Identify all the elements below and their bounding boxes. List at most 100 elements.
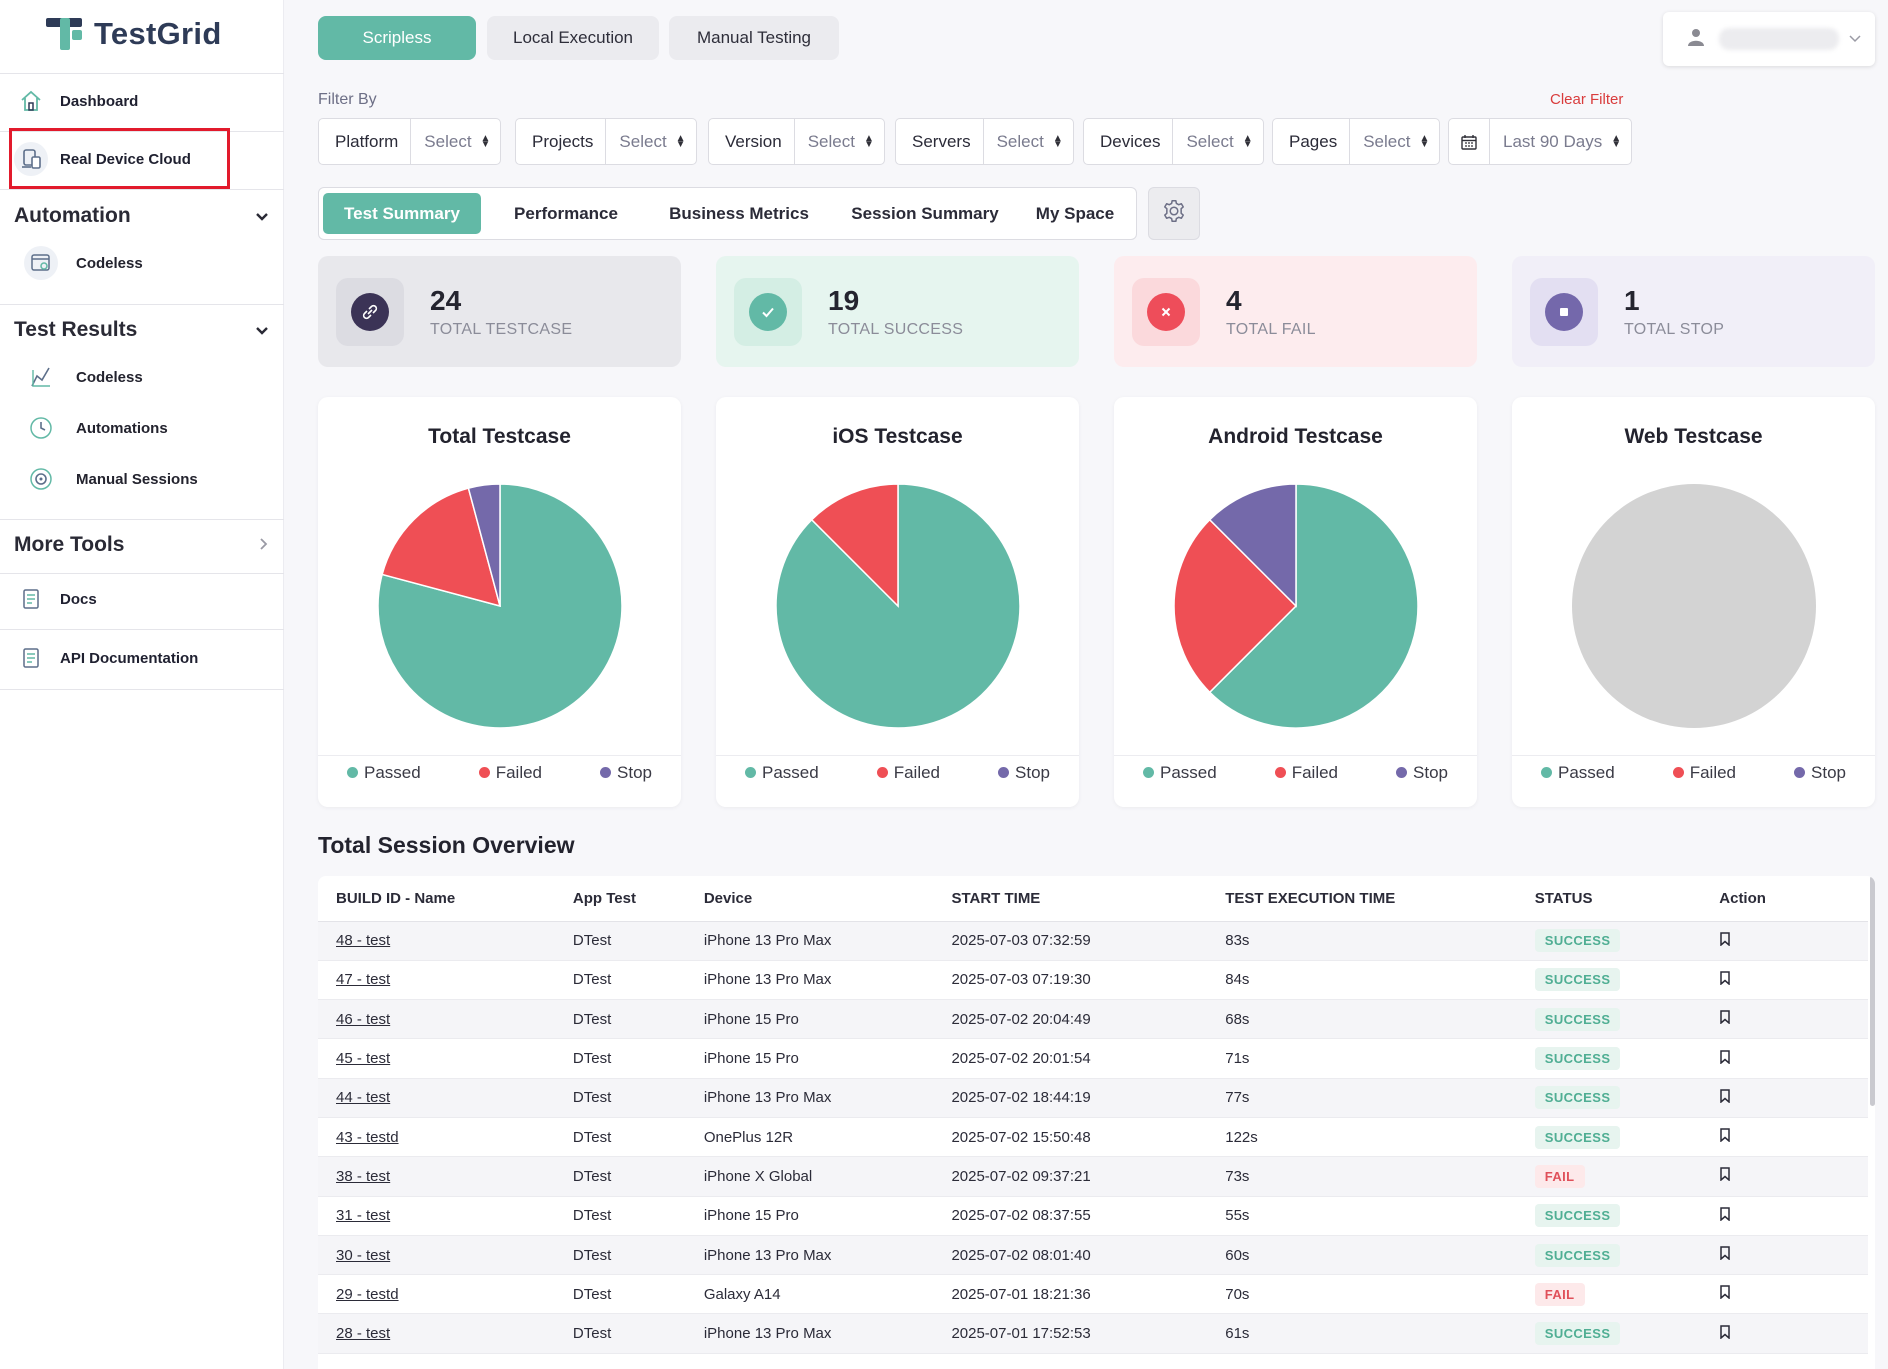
filter-select[interactable]: Select ▲ ▼	[424, 131, 491, 151]
filter-servers[interactable]: Servers Select ▲ ▼	[895, 118, 1074, 165]
column-header[interactable]: TEST EXECUTION TIME	[1207, 876, 1517, 922]
table-row[interactable]: 30 - test DTest iPhone 13 Pro Max 2025-07-0…	[318, 1235, 1868, 1276]
build-link[interactable]: 38 - test	[336, 1167, 391, 1185]
filter-version[interactable]: Version Select ▲ ▼	[708, 118, 885, 165]
bookmark-icon[interactable]	[1719, 1010, 1731, 1028]
build-link[interactable]: 45 - test	[336, 1050, 391, 1068]
filter-select[interactable]: Select ▲ ▼	[1363, 131, 1430, 151]
table-scrollbar[interactable]	[1870, 876, 1875, 1106]
filter-pages[interactable]: Pages Select ▲ ▼	[1272, 118, 1441, 165]
table-row[interactable]: 38 - test DTest iPhone X Global 2025-07-02 …	[318, 1156, 1868, 1197]
filter-select[interactable]: Last 90 Days ▲ ▼	[1503, 131, 1622, 151]
tab-business-metrics[interactable]: Business Metrics	[669, 203, 809, 223]
pie-slice-failed[interactable]	[810, 483, 899, 608]
column-header[interactable]: App Test	[554, 876, 686, 922]
filter-platform[interactable]: Platform Select ▲ ▼	[318, 118, 502, 165]
bookmark-icon[interactable]	[1719, 971, 1731, 989]
filter-select[interactable]: Select ▲ ▼	[619, 131, 686, 151]
filter-date-range[interactable]: Last 90 Days ▲ ▼	[1448, 118, 1633, 165]
filter-devices[interactable]: Devices Select ▲ ▼	[1083, 118, 1264, 165]
table-row[interactable]: 48 - test DTest iPhone 13 Pro Max 2025-07-0…	[318, 921, 1868, 961]
sidebar-item-automations[interactable]: Automations	[24, 411, 168, 445]
tab-manual-testing[interactable]: Manual Testing	[669, 16, 839, 60]
build-link[interactable]: 46 - test	[336, 1010, 391, 1028]
legend-item-passed[interactable]: Passed	[1143, 763, 1217, 783]
section-test-results[interactable]: Test Results	[14, 318, 269, 342]
column-header[interactable]: Device	[685, 876, 934, 922]
filter-projects[interactable]: Projects Select ▲ ▼	[515, 118, 697, 165]
tab-my-space[interactable]: My Space	[1035, 203, 1115, 223]
tab-local-execution[interactable]: Local Execution	[487, 16, 659, 60]
bookmark-icon[interactable]	[1719, 1049, 1731, 1068]
legend-item-passed[interactable]: Passed	[1541, 763, 1615, 783]
build-link[interactable]: 48 - test	[336, 932, 391, 950]
column-header[interactable]: START TIME	[933, 876, 1208, 922]
table-row[interactable]: 47 - test DTest iPhone 13 Pro Max 2025-07-0…	[318, 960, 1868, 1001]
settings-button[interactable]	[1148, 187, 1200, 240]
table-row[interactable]: 46 - test DTest iPhone 15 Pro 2025-07-02 20…	[318, 999, 1868, 1040]
bookmark-icon[interactable]	[1719, 1324, 1731, 1343]
pie-slice-failed[interactable]	[381, 487, 502, 608]
table-row[interactable]: 31 - test DTest iPhone 15 Pro 2025-07-02 08…	[318, 1196, 1868, 1236]
legend-item-passed[interactable]: Passed	[745, 763, 819, 783]
build-link[interactable]: 30 - test	[336, 1246, 391, 1264]
bookmark-icon[interactable]	[1719, 931, 1731, 950]
build-link[interactable]: 44 - test	[336, 1089, 391, 1107]
tab-session-summary[interactable]: Session Summary	[851, 203, 999, 223]
legend-item-failed[interactable]: Failed	[876, 763, 940, 783]
table-row[interactable]: 45 - test DTest iPhone 15 Pro 2025-07-02 20…	[318, 1038, 1868, 1079]
filter-select[interactable]: Select ▲ ▼	[1186, 131, 1253, 151]
pie-chart[interactable]	[1171, 481, 1421, 731]
pie-slice-stop[interactable]	[1208, 483, 1297, 608]
bookmark-icon[interactable]	[1719, 1246, 1731, 1264]
tab-test-summary[interactable]: Test Summary	[323, 193, 481, 234]
legend-item-stop[interactable]: Stop	[1396, 763, 1448, 783]
column-header[interactable]: BUILD ID - Name	[318, 876, 555, 922]
pie-chart[interactable]	[375, 481, 625, 731]
legend-item-failed[interactable]: Failed	[1672, 763, 1736, 783]
clear-filter-link[interactable]: Clear Filter	[1550, 91, 1624, 108]
tab-performance[interactable]: Performance	[514, 203, 618, 223]
bookmark-icon[interactable]	[1719, 1167, 1731, 1185]
build-link[interactable]: 47 - test	[336, 971, 391, 989]
legend-item-stop[interactable]: Stop	[600, 763, 652, 783]
legend-item-failed[interactable]: Failed	[478, 763, 542, 783]
build-link[interactable]: 28 - test	[336, 1325, 391, 1343]
legend-item-passed[interactable]: Passed	[347, 763, 421, 783]
table-row[interactable]: 43 - testd DTest OnePlus 12R 2025-07-02 15:…	[318, 1117, 1868, 1158]
build-link[interactable]: 43 - testd	[336, 1128, 399, 1146]
bookmark-icon[interactable]	[1719, 1089, 1731, 1107]
build-link[interactable]: 29 - testd	[336, 1285, 399, 1303]
column-header[interactable]: STATUS	[1516, 876, 1702, 922]
section-automation[interactable]: Automation	[14, 204, 269, 228]
pie-slice-passed[interactable]	[1208, 483, 1419, 729]
column-header[interactable]: Action	[1701, 876, 1868, 922]
legend-item-stop[interactable]: Stop	[998, 763, 1050, 783]
sidebar-item-docs[interactable]: Docs	[14, 582, 298, 616]
table-row[interactable]: 28 - test DTest iPhone 13 Pro Max 2025-07-0…	[318, 1313, 1868, 1354]
bookmark-icon[interactable]	[1719, 1206, 1731, 1225]
bookmark-icon[interactable]	[1719, 1285, 1731, 1303]
sidebar-item-results-codeless[interactable]: Codeless	[24, 360, 143, 394]
filter-select[interactable]: Select ▲ ▼	[807, 131, 874, 151]
sidebar-item-dashboard[interactable]: Dashboard	[14, 84, 298, 118]
sidebar-item-manual-sessions[interactable]: Manual Sessions	[24, 462, 198, 496]
legend-item-failed[interactable]: Failed	[1274, 763, 1338, 783]
legend-item-stop[interactable]: Stop	[1794, 763, 1846, 783]
pie-slice-stop[interactable]	[467, 483, 501, 607]
table-row[interactable]: 44 - test DTest iPhone 13 Pro Max 2025-07-0…	[318, 1078, 1868, 1118]
sidebar-item-automation-codeless[interactable]: Codeless	[24, 246, 143, 280]
tab-scripless[interactable]: Scripless	[318, 16, 476, 60]
sidebar-item-real-device-cloud[interactable]: Real Device Cloud	[14, 142, 298, 176]
section-more-tools[interactable]: More Tools	[14, 533, 269, 557]
user-menu[interactable]	[1663, 12, 1875, 66]
filter-select[interactable]: Select ▲ ▼	[996, 131, 1063, 151]
testgrid-logo[interactable]: TestGrid	[46, 14, 222, 54]
bookmark-icon[interactable]	[1719, 1128, 1731, 1146]
pie-chart[interactable]	[1569, 481, 1819, 731]
table-row[interactable]: 29 - testd DTest Galaxy A14 2025-07-01 18:2…	[318, 1274, 1868, 1315]
pie-slice-failed[interactable]	[1173, 518, 1298, 694]
build-link[interactable]: 31 - test	[336, 1207, 391, 1225]
sidebar-item-api-documentation[interactable]: API Documentation	[14, 641, 298, 675]
pie-chart[interactable]	[773, 481, 1023, 731]
